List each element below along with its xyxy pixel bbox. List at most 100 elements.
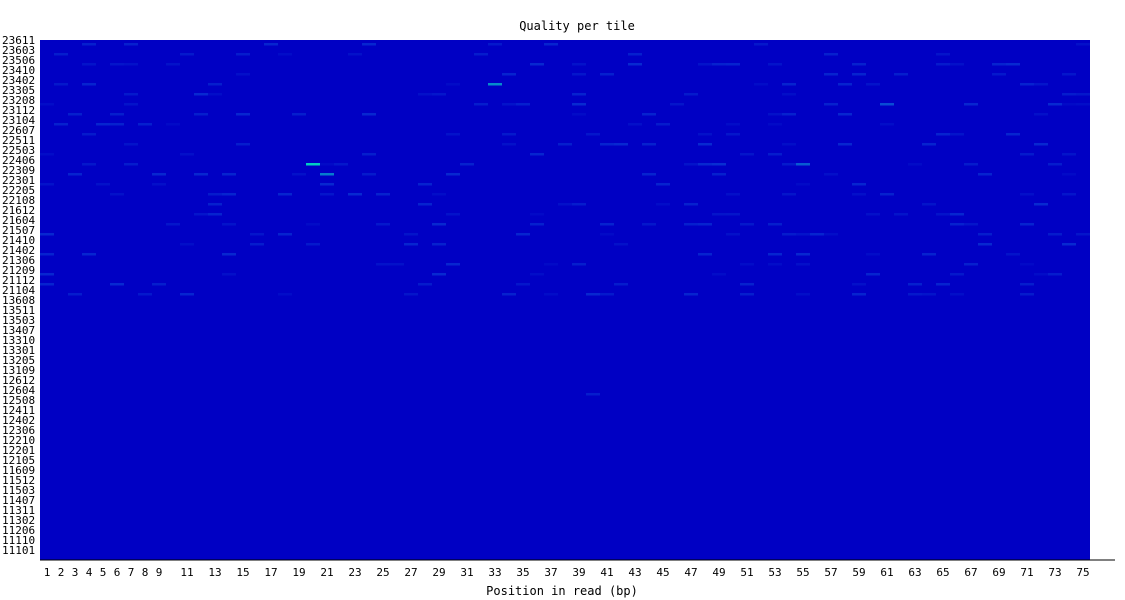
heatmap-cell (796, 183, 810, 186)
heatmap-cell (180, 153, 194, 156)
heatmap-cell (82, 133, 96, 136)
heatmap-cell (250, 243, 264, 246)
heatmap-cell (670, 103, 684, 106)
heatmap-cell (586, 293, 600, 296)
heatmap-cell (362, 153, 376, 156)
heatmap-cell (418, 283, 432, 286)
y-tick-label: 12508 (2, 394, 35, 407)
x-tick-label: 13 (208, 566, 221, 579)
heatmap-cell (306, 223, 320, 226)
heatmap-cell (558, 203, 572, 206)
heatmap-cell (40, 153, 54, 156)
y-tick-label: 11503 (2, 484, 35, 497)
y-tick-label: 21410 (2, 234, 35, 247)
heatmap-cell (684, 163, 698, 166)
heatmap-cell (740, 293, 754, 296)
heatmap-cell (432, 243, 446, 246)
heatmap-cell (726, 133, 740, 136)
x-tick-label: 7 (128, 566, 135, 579)
heatmap-cell (432, 93, 446, 96)
heatmap-highlight-cell (306, 163, 320, 166)
x-tick-label: 2 (58, 566, 65, 579)
heatmap-cell (992, 73, 1006, 76)
heatmap-cell (82, 83, 96, 86)
x-tick-label: 9 (156, 566, 163, 579)
heatmap-cell (82, 63, 96, 66)
y-tick-label: 23305 (2, 84, 35, 97)
heatmap-cell (866, 273, 880, 276)
heatmap-cell (782, 163, 796, 166)
heatmap-cell (684, 293, 698, 296)
heatmap-cell (964, 223, 978, 226)
heatmap-cell (502, 73, 516, 76)
heatmap-cell (768, 223, 782, 226)
heatmap-cell (432, 223, 446, 226)
heatmap-cell (82, 253, 96, 256)
heatmap-cell (40, 283, 54, 286)
heatmap-cell (614, 143, 628, 146)
heatmap-cell (1020, 263, 1034, 266)
heatmap-cell (68, 293, 82, 296)
heatmap-highlight-cell (488, 83, 502, 86)
heatmap-cell (152, 173, 166, 176)
heatmap-cell (572, 103, 586, 106)
heatmap-cell (1048, 233, 1062, 236)
heatmap-cell (222, 223, 236, 226)
heatmap-cell (236, 53, 250, 56)
heatmap-cell (824, 173, 838, 176)
heatmap-cell (768, 113, 782, 116)
heatmap-cell (852, 193, 866, 196)
heatmap-cell (1062, 93, 1076, 96)
heatmap-cell (362, 173, 376, 176)
x-tick-label: 8 (142, 566, 149, 579)
heatmap-cell (1034, 83, 1048, 86)
heatmap-cell (152, 183, 166, 186)
heatmap-cell (236, 73, 250, 76)
y-tick-label: 23611 (2, 34, 35, 47)
heatmap-highlight-cell (320, 173, 334, 176)
x-axis-ticks: 1 2 3 4 5 6 7 8 9 11 13 15 17 19 21 23 25 27 29 31 33 35 37 39 4… (44, 566, 1090, 579)
x-tick-label: 35 (516, 566, 529, 579)
heatmap-cell (684, 203, 698, 206)
y-tick-label: 11512 (2, 474, 35, 487)
heatmap-cell (110, 63, 124, 66)
heatmap-cell (376, 263, 390, 266)
y-tick-label: 23208 (2, 94, 35, 107)
heatmap-cell (292, 113, 306, 116)
heatmap-cell (530, 223, 544, 226)
heatmap-cell (292, 173, 306, 176)
heatmap-cell (180, 243, 194, 246)
heatmap-cell (698, 63, 712, 66)
x-tick-label: 6 (114, 566, 121, 579)
heatmap-cell (180, 293, 194, 296)
heatmap-cell (68, 113, 82, 116)
heatmap-cell (866, 213, 880, 216)
heatmap-cell (572, 263, 586, 266)
heatmap-highlight-cell (1006, 63, 1020, 66)
heatmap-cell (54, 83, 68, 86)
y-tick-label: 13511 (2, 304, 35, 317)
heatmap-cell (740, 223, 754, 226)
y-tick-label: 11101 (2, 544, 35, 557)
x-tick-label: 31 (460, 566, 473, 579)
heatmap-cell (222, 273, 236, 276)
heatmap-cell (628, 53, 642, 56)
heatmap-cell (908, 293, 922, 296)
y-tick-label: 22503 (2, 144, 35, 157)
heatmap-cell (40, 233, 54, 236)
heatmap-highlight-cell (712, 163, 726, 166)
heatmap-cell (278, 193, 292, 196)
heatmap-cell (880, 193, 894, 196)
heatmap-cell (558, 143, 572, 146)
y-tick-label: 12210 (2, 434, 35, 447)
heatmap-cell (194, 213, 208, 216)
heatmap-cell (1020, 193, 1034, 196)
x-tick-label: 65 (936, 566, 949, 579)
heatmap-cell (40, 273, 54, 276)
heatmap-highlight-cell (110, 283, 124, 286)
heatmap-cell (796, 293, 810, 296)
y-tick-label: 23112 (2, 104, 35, 117)
heatmap-cell (796, 233, 810, 236)
heatmap-cell (628, 123, 642, 126)
